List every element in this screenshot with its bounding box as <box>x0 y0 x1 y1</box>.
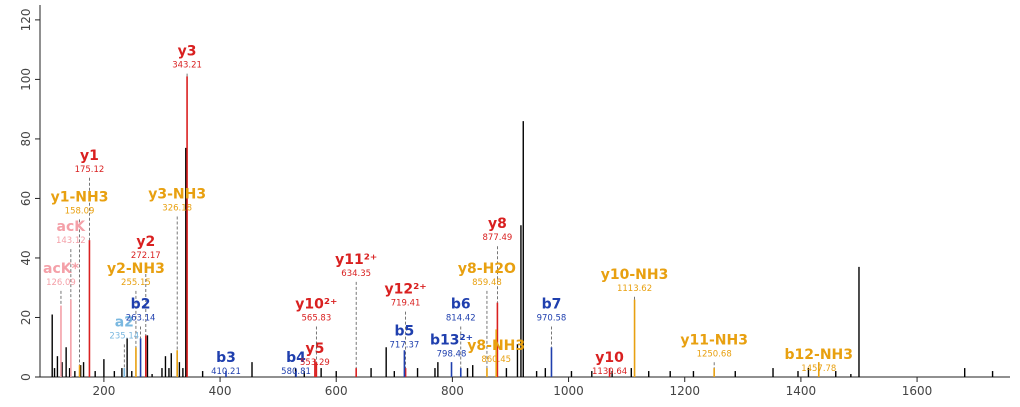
peak-label: y5 <box>305 341 324 357</box>
peak-label: acK <box>57 219 87 235</box>
peak-label: y3 <box>178 44 197 60</box>
peak-mz-label: 814.42 <box>446 314 476 324</box>
peak-mz-label: 970.58 <box>537 314 567 324</box>
peak-label: y10²⁺ <box>295 297 337 313</box>
x-tick-label: 400 <box>209 384 232 398</box>
peak-label: y10-NH3 <box>601 267 669 283</box>
peak-label: acK* <box>43 261 80 277</box>
peak-label: b13²⁺ <box>430 332 473 348</box>
peak-mz-label: 272.17 <box>131 251 161 261</box>
y-tick-label: 20 <box>19 310 33 325</box>
peak-label: y11-NH3 <box>680 332 748 348</box>
x-tick-label: 1400 <box>786 384 817 398</box>
peak-label: y2 <box>136 234 155 250</box>
peak-label: b7 <box>542 297 562 313</box>
peak-mz-label: 1457.78 <box>801 364 836 374</box>
peak-label: b5 <box>395 323 415 339</box>
peak-mz-label: 143.12 <box>56 236 86 246</box>
x-tick-label: 1000 <box>553 384 584 398</box>
peak-mz-label: 1250.68 <box>697 349 732 359</box>
y-tick-label: 120 <box>19 8 33 31</box>
peak-mz-label: 235.14 <box>109 331 139 341</box>
peak-mz-label: 877.49 <box>483 233 513 243</box>
peak-mz-label: 263.14 <box>126 314 156 324</box>
peak-label: y1-NH3 <box>51 189 109 205</box>
peak-mz-label: 410.21 <box>211 367 241 377</box>
peak-label: b2 <box>131 297 151 313</box>
peak-label: y10 <box>595 350 624 366</box>
peak-mz-label: 126.09 <box>46 278 76 288</box>
peak-mz-label: 326.18 <box>162 203 192 213</box>
peak-mz-label: 553.29 <box>300 358 330 368</box>
peak-mz-label: 634.35 <box>341 269 371 279</box>
y-tick-label: 40 <box>19 250 33 265</box>
peak-mz-label: 343.21 <box>172 61 202 71</box>
peak-mz-label: 158.09 <box>65 206 95 216</box>
peak-label: b3 <box>216 350 236 366</box>
peak-label: y12²⁺ <box>385 282 427 298</box>
peak-mz-label: 255.15 <box>121 278 151 288</box>
peak-label: y11²⁺ <box>335 252 377 268</box>
peak-mz-label: 860.45 <box>481 355 511 365</box>
y-tick-label: 100 <box>19 68 33 91</box>
peak-mz-label: 1113.62 <box>617 284 652 294</box>
peak-label: y8-NH3 <box>467 338 525 354</box>
peak-mz-label: 580.81 <box>281 367 311 377</box>
x-tick-label: 1600 <box>902 384 933 398</box>
x-tick-label: 200 <box>92 384 115 398</box>
peaks <box>51 121 994 377</box>
y-tick-label: 60 <box>19 191 33 206</box>
peak-label: y1 <box>80 148 99 164</box>
x-tick-label: 800 <box>441 384 464 398</box>
peak-label: b4 <box>286 350 306 366</box>
peak-label: y8-H2O <box>458 261 516 277</box>
peak-mz-label: 717.37 <box>390 340 420 350</box>
peak-label: b6 <box>451 297 471 313</box>
peak-label: b12-NH3 <box>785 347 854 363</box>
peak-mz-label: 175.12 <box>75 165 105 175</box>
peak-label: y3-NH3 <box>148 186 206 202</box>
y-tick-label: 80 <box>19 131 33 146</box>
peak-label: a2 <box>115 314 134 330</box>
x-tick-label: 600 <box>325 384 348 398</box>
y-tick-label: 0 <box>19 373 33 381</box>
x-tick-label: 1200 <box>669 384 700 398</box>
peak-mz-label: 565.83 <box>302 314 332 324</box>
peak-label: y2-NH3 <box>107 261 165 277</box>
peak-mz-label: 1130.64 <box>592 367 627 377</box>
peak-mz-label: 719.41 <box>391 299 421 309</box>
peak-label: y8 <box>488 216 507 232</box>
axes: 200 400 600 800 1000 1200 1400 1600 0 20 40 60 80 100… <box>19 5 1010 398</box>
peak-mz-label: 798.48 <box>437 349 467 359</box>
peak-mz-label: 859.48 <box>472 278 502 288</box>
